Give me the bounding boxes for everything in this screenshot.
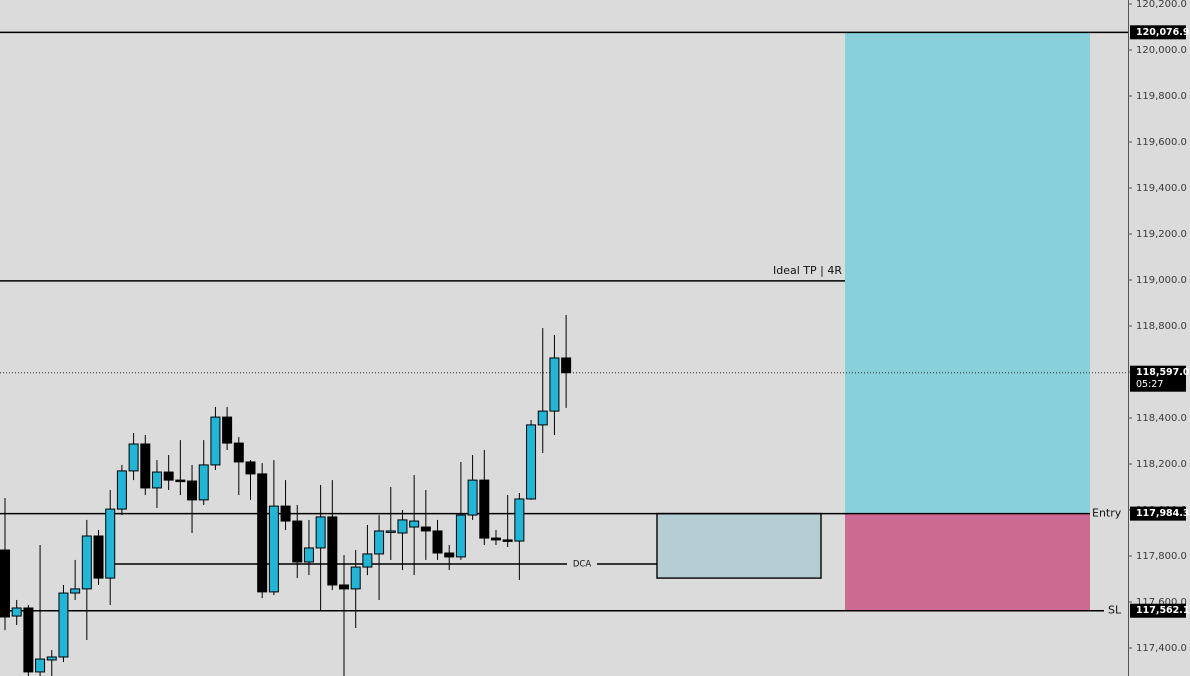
candle-body [339,584,350,590]
candle-body [233,442,244,463]
y-tick-label: 118,200.0 [1136,459,1187,470]
dca-box [656,512,822,579]
tp-label: Ideal TP | 4R [773,264,842,277]
entry-price-label-bg [1130,506,1186,521]
candle-body [151,471,162,489]
top-price-label: 120,076.9 [1136,27,1190,38]
candle-body [455,514,466,558]
entry-name: Entry [1092,507,1122,520]
countdown: 05:27 [1136,379,1163,390]
y-tick-label: 119,400.0 [1136,183,1187,194]
candle-body [420,526,431,532]
candle-body [70,588,81,594]
candle-body [93,535,104,579]
candle-body [210,416,221,466]
y-tick-label: 119,200.0 [1136,229,1187,240]
y-tick-label: 118,800.0 [1136,321,1187,332]
candle-body [537,410,548,426]
last-price-bg [1130,365,1186,392]
candle-body [58,592,69,658]
candle-body [549,357,560,412]
candle-body [198,464,209,501]
candle-body [257,473,268,593]
candle-body [502,539,513,542]
candle-body [11,607,22,617]
candle-body [268,505,279,593]
candle-body [327,516,338,586]
candle-body [116,470,127,510]
target-zone [845,32,1090,514]
stop-name: SL [1108,604,1122,617]
candle-body [187,480,198,501]
candle-body [397,519,408,534]
candle-body [23,607,34,673]
entry-price-label: 117,984.3 [1136,508,1190,519]
candle-body [467,479,478,516]
y-tick-label: 119,600.0 [1136,137,1187,148]
candle-body [46,656,57,661]
stop-zone [845,513,1090,611]
candle-body [490,537,501,541]
y-tick-label: 119,000.0 [1136,275,1187,286]
candle-body [222,416,233,444]
candle-body [385,530,396,533]
y-tick-label: 117,800.0 [1136,551,1187,562]
stop-price-label: 117,562.1 [1136,605,1190,616]
candle-body [479,479,490,539]
candle-body [526,424,537,500]
candle-body [303,547,314,563]
y-tick-label: 117,400.0 [1136,643,1187,654]
candle-body [175,479,186,483]
candle-body [374,530,385,555]
candle-body [292,520,303,563]
candle-body [350,566,361,590]
candle-body [315,516,326,549]
y-tick-label: 120,200.0 [1136,0,1187,10]
y-tick-label: 119,800.0 [1136,91,1187,102]
candle-body [245,461,256,475]
candle-body [163,471,174,481]
candle-body [444,552,455,558]
candle-body [362,553,373,568]
stop-price-label-bg [1130,603,1186,618]
candle-body [140,443,151,489]
price-axis [1128,0,1190,676]
candle-body [561,357,572,374]
top-price-label-bg [1130,25,1186,40]
candle-body [105,508,116,579]
y-tick-label: 120,000.0 [1136,45,1187,56]
y-tick-label: 117,600.0 [1136,597,1187,608]
candle-body [128,443,139,472]
candle-body [35,658,46,673]
candle-body [432,530,443,554]
last-price-label: 118,597.0 [1136,367,1190,378]
candle-body [280,505,291,522]
candle-body [81,535,92,590]
dca-label: DCA [573,560,591,570]
y-tick-label: 118,400.0 [1136,413,1187,424]
candle-body [514,498,525,542]
candle-body [0,549,10,618]
candle-body [409,520,420,528]
